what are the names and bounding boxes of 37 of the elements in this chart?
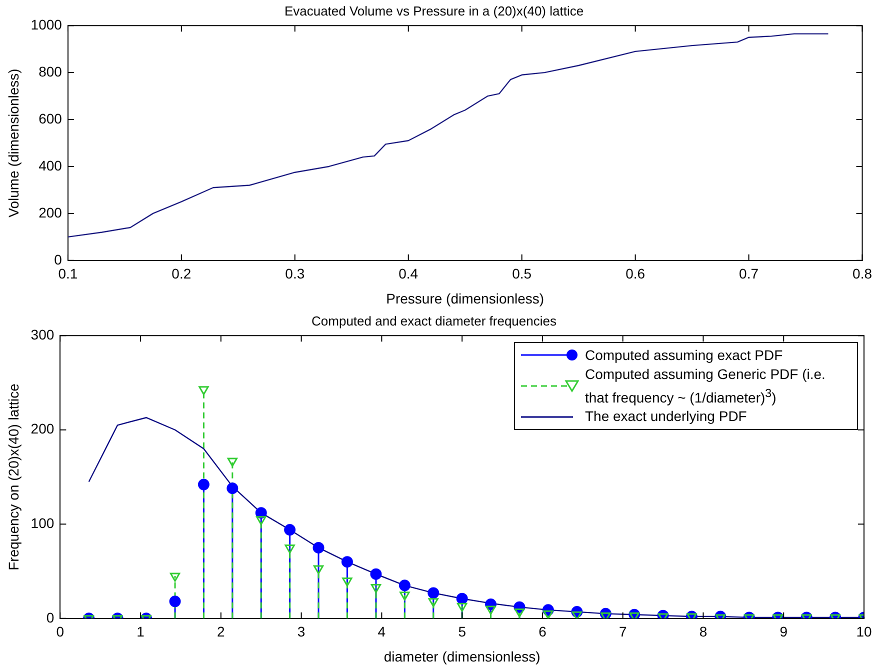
x-tick-label: 10 <box>856 624 872 640</box>
y-tick-label: 200 <box>30 420 54 437</box>
x-tick-label: 7 <box>618 624 627 640</box>
y-tick-label: 0 <box>46 609 54 626</box>
x-tick-label: 3 <box>297 624 306 640</box>
x-tick-label: 8 <box>699 624 708 640</box>
x-tick-label: 0.1 <box>58 266 78 282</box>
y-tick-label: 800 <box>38 63 62 80</box>
y-tick-label: 100 <box>30 514 54 531</box>
chart-title: Evacuated Volume vs Pressure in a (20)x(40) lattice <box>284 3 584 18</box>
x-tick-label: 0.6 <box>626 266 646 282</box>
x-tick-label: 9 <box>780 624 788 640</box>
chart-title: Computed and exact diameter frequencies <box>312 313 557 328</box>
x-tick-label: 5 <box>458 624 466 640</box>
legend-label: Computed assuming exact PDF <box>585 346 783 365</box>
y-tick-label: 1000 <box>30 16 62 32</box>
x-tick-label: 0.5 <box>512 266 532 282</box>
x-tick-label: 0.4 <box>398 266 418 282</box>
x-tick-label: 0.7 <box>739 266 759 282</box>
x-tick-label: 2 <box>217 624 226 640</box>
x-tick-label: 4 <box>378 624 386 640</box>
y-tick-label: 400 <box>38 157 62 174</box>
y-axis-title: Frequency on (20)x(40) lattice <box>5 383 22 570</box>
y-tick-label: 200 <box>38 204 62 220</box>
y-axis-title: Volume (dimensionless) <box>5 68 22 218</box>
x-axis-title: Pressure (dimensionless) <box>386 290 544 306</box>
x-tick-label: 1 <box>136 624 145 640</box>
x-tick-label: 0.3 <box>285 266 305 282</box>
y-tick-label: 0 <box>54 251 62 268</box>
legend-label: Computed assuming Generic PDF (i.e. that frequency ~ (1/diameter)$^{3}$) <box>585 364 826 408</box>
y-tick-label: 300 <box>30 326 54 342</box>
y-tick-label: 600 <box>38 110 62 126</box>
legend-label: The exact underlying PDF <box>585 407 747 426</box>
x-tick-label: 0.2 <box>172 266 192 282</box>
x-tick-label: 6 <box>538 624 547 640</box>
x-tick-label: 0.8 <box>852 266 872 282</box>
x-axis-title: diameter (dimensionless) <box>384 648 540 664</box>
